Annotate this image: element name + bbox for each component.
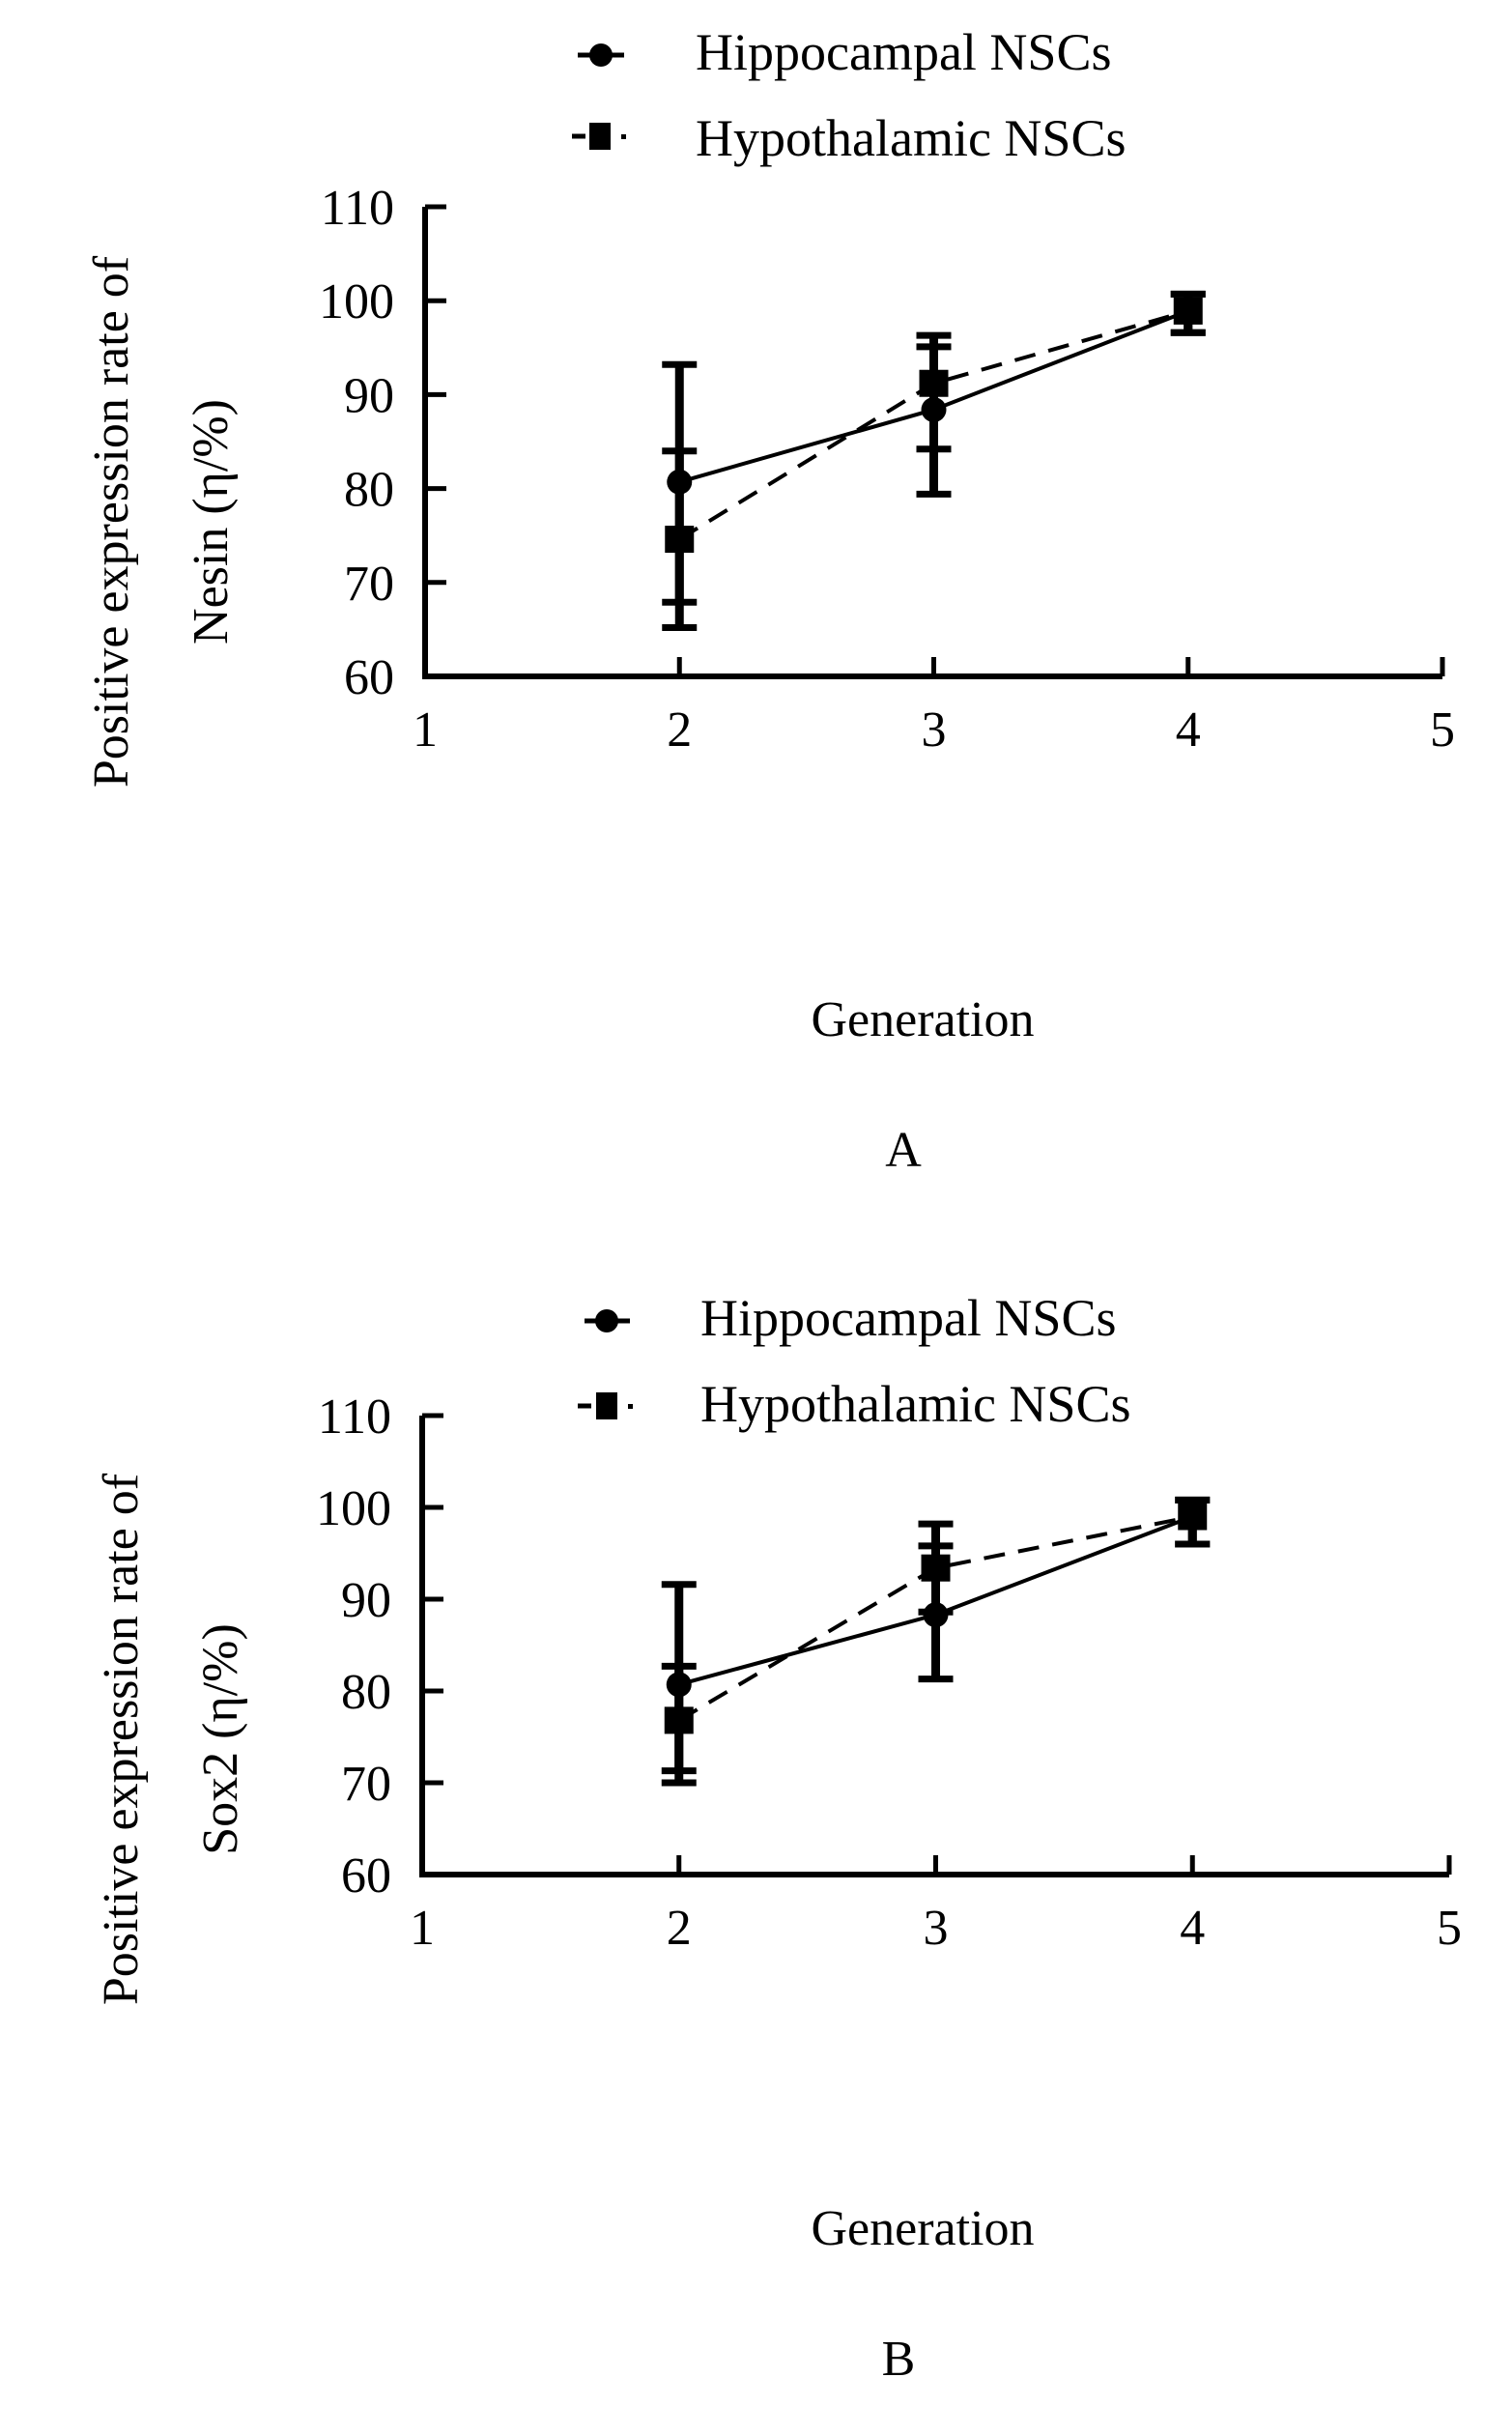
tick-labels: 60 70 80 90 100 110 1 2 3 4 5 (319, 181, 1455, 758)
data-point-hypothalamic (921, 1554, 951, 1582)
legend-circle-marker-icon (595, 1309, 618, 1332)
y-tick-label: 60 (341, 1848, 391, 1904)
axes (419, 1413, 1452, 1877)
x-tick-label: 4 (1180, 1901, 1205, 1956)
legend-circle-marker-icon (589, 43, 613, 67)
x-tick-label: 4 (1176, 702, 1201, 758)
y-tick-label: 80 (341, 1665, 391, 1720)
y-tick-label: 70 (341, 1757, 391, 1812)
legend-dash-right-icon (628, 1404, 633, 1409)
chart-panel-a: Hippocampal NSCs Hypothalamic NSCs Posit… (84, 23, 1455, 1178)
tick-labels: 60 70 80 90 100 110 1 2 3 4 5 (316, 1389, 1462, 1956)
data-point-hypothalamic (1178, 1503, 1208, 1531)
y-tick-label: 80 (344, 463, 394, 518)
legend-label-hypothalamic: Hypothalamic NSCs (700, 1375, 1130, 1433)
legend-square-marker-icon (596, 1392, 617, 1419)
y-tick-label: 110 (318, 1389, 391, 1445)
x-axis-title: Generation (811, 992, 1034, 1047)
legend: Hippocampal NSCs Hypothalamic NSCs (572, 23, 1126, 167)
panel-label-b: B (882, 2332, 916, 2387)
y-tick-label: 90 (341, 1573, 391, 1628)
y-axis-title: Positive expression rate of Nesin (η/%) (84, 255, 239, 788)
y-tick-label: 100 (319, 274, 394, 329)
x-tick-label: 2 (667, 1901, 692, 1956)
y-tick-label: 110 (321, 181, 394, 236)
y-tick-label: 100 (316, 1481, 391, 1536)
data-point-hypothalamic (664, 1706, 694, 1734)
axes (422, 204, 1445, 679)
legend-label-hippocampal: Hippocampal NSCs (700, 1289, 1116, 1347)
x-tick-label: 5 (1430, 702, 1455, 758)
panel-label-a: A (885, 1123, 922, 1178)
y-tick-label: 90 (344, 368, 394, 423)
legend-item-hippocampal: Hippocampal NSCs (585, 1289, 1116, 1347)
legend-square-marker-icon (589, 123, 611, 150)
legend-label-hypothalamic: Hypothalamic NSCs (696, 109, 1126, 167)
y-axis-title-line1: Positive expression rate of (94, 1473, 149, 2005)
plot-area (661, 1496, 1211, 1787)
x-tick-label: 3 (922, 702, 947, 758)
y-tick-label: 60 (344, 650, 394, 705)
data-point-hippocampal (667, 469, 693, 495)
data-point-hypothalamic (919, 369, 949, 397)
legend-label-hippocampal: Hippocampal NSCs (696, 23, 1111, 81)
legend-item-hypothalamic: Hypothalamic NSCs (572, 109, 1126, 167)
data-point-hippocampal (921, 396, 947, 422)
legend-dash-right-icon (621, 134, 626, 139)
data-point-hippocampal (666, 1672, 692, 1698)
x-tick-label: 5 (1437, 1901, 1462, 1956)
data-point-hypothalamic (665, 526, 695, 554)
y-axis-title: Positive expression rate of Sox2 (η/%) (94, 1473, 248, 2005)
x-tick-label: 3 (924, 1901, 949, 1956)
x-tick-label: 1 (413, 702, 438, 758)
legend-item-hypothalamic: Hypothalamic NSCs (578, 1375, 1130, 1433)
x-axis-title: Generation (811, 2201, 1034, 2256)
data-point-hypothalamic (1173, 297, 1203, 325)
legend-item-hippocampal: Hippocampal NSCs (578, 23, 1111, 81)
y-tick-label: 70 (344, 557, 394, 612)
plot-area (662, 290, 1206, 631)
x-tick-label: 1 (410, 1901, 435, 1956)
data-point-hippocampal (923, 1602, 949, 1628)
chart-panel-b: Hippocampal NSCs Hypothalamic NSCs Posit… (94, 1289, 1462, 2387)
x-tick-label: 2 (667, 702, 692, 758)
y-axis-title-line2: Nesin (η/%) (184, 399, 239, 645)
legend: Hippocampal NSCs Hypothalamic NSCs (578, 1289, 1130, 1433)
y-axis-title-line2: Sox2 (η/%) (193, 1623, 248, 1855)
y-axis-title-line1: Positive expression rate of (84, 255, 139, 788)
